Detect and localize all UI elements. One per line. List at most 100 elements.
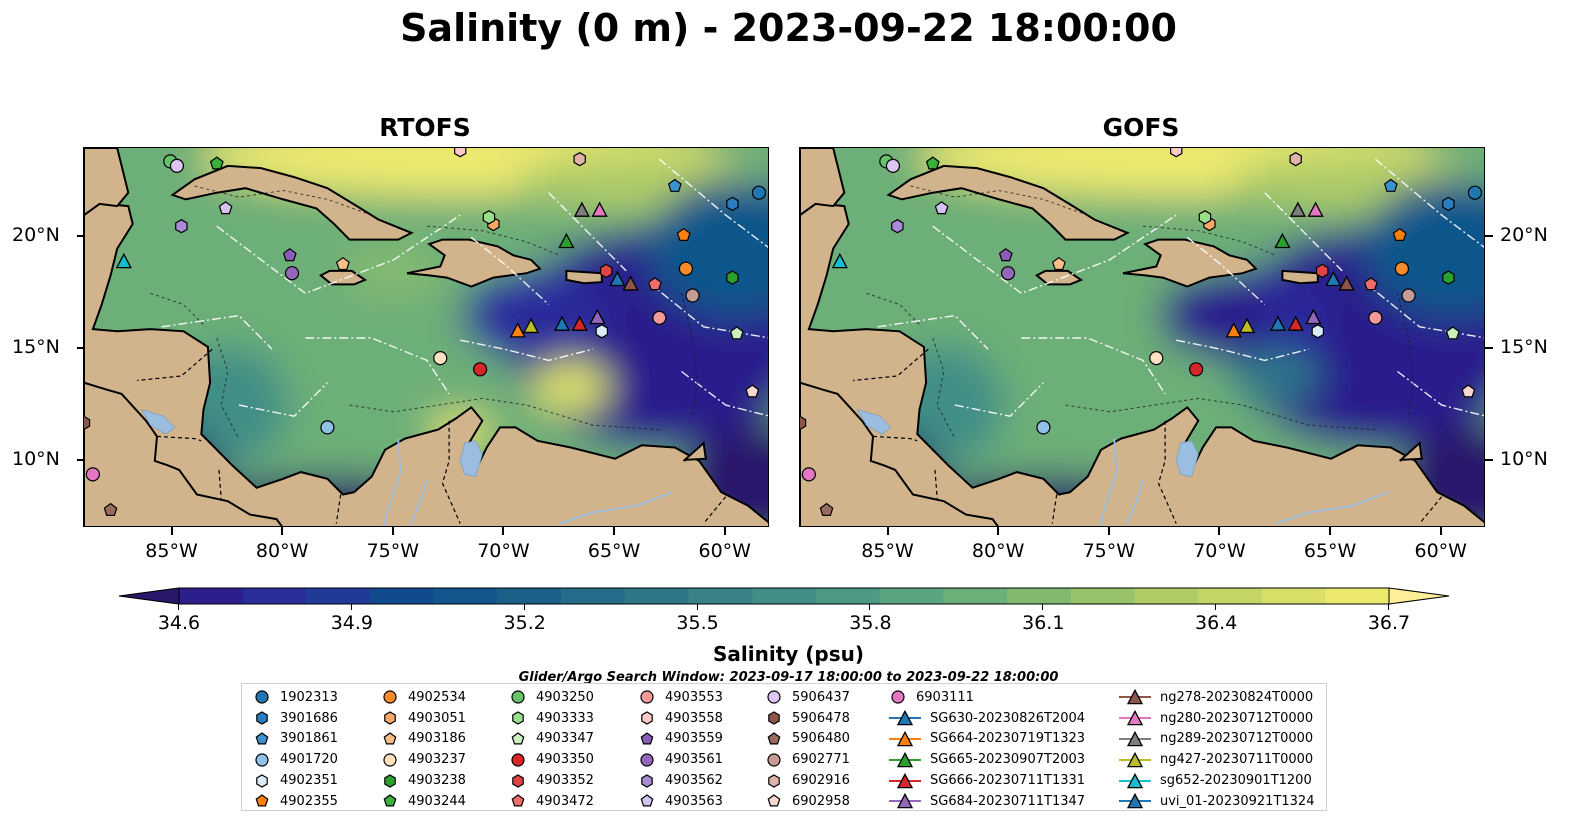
legend-hexagon-icon xyxy=(768,711,780,725)
legend-item: 4903051 xyxy=(380,708,466,729)
lake-1 xyxy=(856,408,892,435)
legend-marker-icon xyxy=(1119,710,1151,726)
glider-marker-ng289-20230712T0000 xyxy=(1289,201,1306,217)
legend-marker-icon xyxy=(640,753,654,767)
float-marker-3901861 xyxy=(667,178,682,192)
river-0 xyxy=(383,438,402,526)
legend-marker-icon xyxy=(891,690,905,704)
legend-triangle-icon xyxy=(896,793,914,809)
legend-pentagon-icon xyxy=(255,732,269,745)
colorbar-segment xyxy=(1134,588,1199,604)
legend-item: 4902351 xyxy=(252,770,338,791)
float-marker-4903563 xyxy=(934,201,949,215)
legend-circle-icon xyxy=(383,753,397,767)
lat-tick xyxy=(77,458,85,461)
river-1 xyxy=(559,491,673,525)
float-marker-6902916 xyxy=(1289,152,1302,167)
landmass-jamaica xyxy=(318,269,368,286)
lon-tick xyxy=(281,527,284,535)
legend-label: 4903558 xyxy=(665,710,723,726)
legend-item: SG666-20230711T1331 xyxy=(888,770,1085,791)
legend-pentagon-icon xyxy=(255,794,269,807)
legend-marker-icon xyxy=(889,710,921,726)
legend-marker-icon xyxy=(640,690,654,704)
lon-tick-label: 70°W xyxy=(477,540,530,562)
colorbar-segment xyxy=(1325,588,1390,604)
legend-triangle-icon xyxy=(896,730,914,747)
legend-item: 4903562 xyxy=(637,770,723,791)
legend-label: 4903350 xyxy=(536,752,594,768)
float-marker-6902958 xyxy=(1461,384,1476,398)
legend-pentagon-icon xyxy=(640,732,654,745)
colorbar-segment xyxy=(1006,588,1072,604)
lat-tick-label-left: 15°N xyxy=(12,336,60,359)
country-border-0 xyxy=(853,348,929,382)
legend-label: 3901686 xyxy=(280,710,338,726)
country-border-5 xyxy=(1419,496,1443,524)
legend-marker-icon xyxy=(640,732,654,745)
landmass-cuba xyxy=(886,164,1130,241)
colorbar-tick-label: 34.9 xyxy=(330,612,373,634)
colorbar-tick-label: 36.4 xyxy=(1194,612,1238,634)
colorbar xyxy=(118,587,1450,605)
float-marker-4903238 xyxy=(1442,270,1455,285)
legend-label: 5906480 xyxy=(792,731,850,747)
legend-marker-icon xyxy=(255,753,269,767)
legend-triangle-icon xyxy=(896,751,914,768)
legend-label: 4903561 xyxy=(665,752,723,768)
legend: 1902313 3901686 3901861 4901720 4902351 49023… xyxy=(241,683,1327,811)
lat-tick xyxy=(77,347,85,350)
legend-marker-icon xyxy=(255,690,269,704)
legend-marker-icon xyxy=(511,794,525,807)
legend-item: sg652-20230901T1200 xyxy=(1118,770,1314,791)
colorbar-extend-max xyxy=(1388,587,1450,605)
glider-marker-ng280-20230712T0000 xyxy=(591,201,608,217)
legend-item: 6902771 xyxy=(764,749,850,770)
landmass-cuba xyxy=(170,164,414,241)
float-marker-4903333 xyxy=(482,210,496,225)
legend-circle-icon xyxy=(255,753,269,767)
legend-triangle-icon xyxy=(1126,710,1144,726)
river-1 xyxy=(1275,491,1389,525)
float-marker-5906480 xyxy=(819,502,834,516)
legend-hexagon-icon xyxy=(256,773,268,788)
legend-marker-icon xyxy=(512,711,524,725)
legend-marker-icon xyxy=(768,711,780,725)
land xyxy=(800,148,1484,526)
landmass-trinidad xyxy=(1399,441,1423,462)
lon-tick-label: 75°W xyxy=(1082,540,1136,562)
float-marker-4903186 xyxy=(335,256,350,271)
legend-label: 4903562 xyxy=(665,773,723,789)
legend-item: 4903472 xyxy=(508,791,594,812)
colorbar-segment xyxy=(1197,588,1263,604)
legend-label: 6902916 xyxy=(792,773,850,789)
legend-marker-icon xyxy=(255,732,269,745)
legend-marker-icon xyxy=(1119,793,1151,809)
legend-item: ng289-20230712T0000 xyxy=(1118,729,1314,750)
float-marker-4903553 xyxy=(652,310,667,325)
legend-marker-icon xyxy=(383,732,397,745)
lon-tick-label: 80°W xyxy=(255,540,309,562)
lat-tick-label-left: 20°N xyxy=(12,224,60,247)
colorbar-tick-label: 34.6 xyxy=(157,612,201,634)
legend-label: 6902771 xyxy=(792,752,850,768)
colorbar-segment xyxy=(242,588,307,604)
legend-item: SG630-20230826T2004 xyxy=(888,708,1085,729)
legend-column: 1902313 3901686 3901861 4901720 4902351 49023… xyxy=(252,687,338,812)
glider-marker-ng280-20230712T0000 xyxy=(1307,201,1324,217)
float-marker-4901720 xyxy=(320,420,335,435)
glider-marker-SG684-20230711T1347 xyxy=(1305,308,1322,325)
glider-marker-SG664-20230719T1323 xyxy=(509,322,526,338)
glider-marker-ng278-20230824T0000 xyxy=(622,275,639,291)
legend-item: 4903237 xyxy=(380,749,466,770)
legend-column: 4903250 4903333 4903347 4903350 4903352 49034… xyxy=(508,687,594,812)
legend-hexagon-icon xyxy=(512,773,524,788)
legend-item: SG665-20230907T2003 xyxy=(888,749,1085,770)
legend-label: 4903250 xyxy=(536,689,594,705)
colorbar-segment xyxy=(1261,588,1326,604)
float-marker-4903350 xyxy=(1189,362,1204,377)
eez-boundaries xyxy=(161,158,768,417)
legend-label: 5906437 xyxy=(792,689,850,705)
float-marker-4903347 xyxy=(729,326,744,340)
glider-marker-ng427-20230711T0000 xyxy=(1238,317,1256,334)
